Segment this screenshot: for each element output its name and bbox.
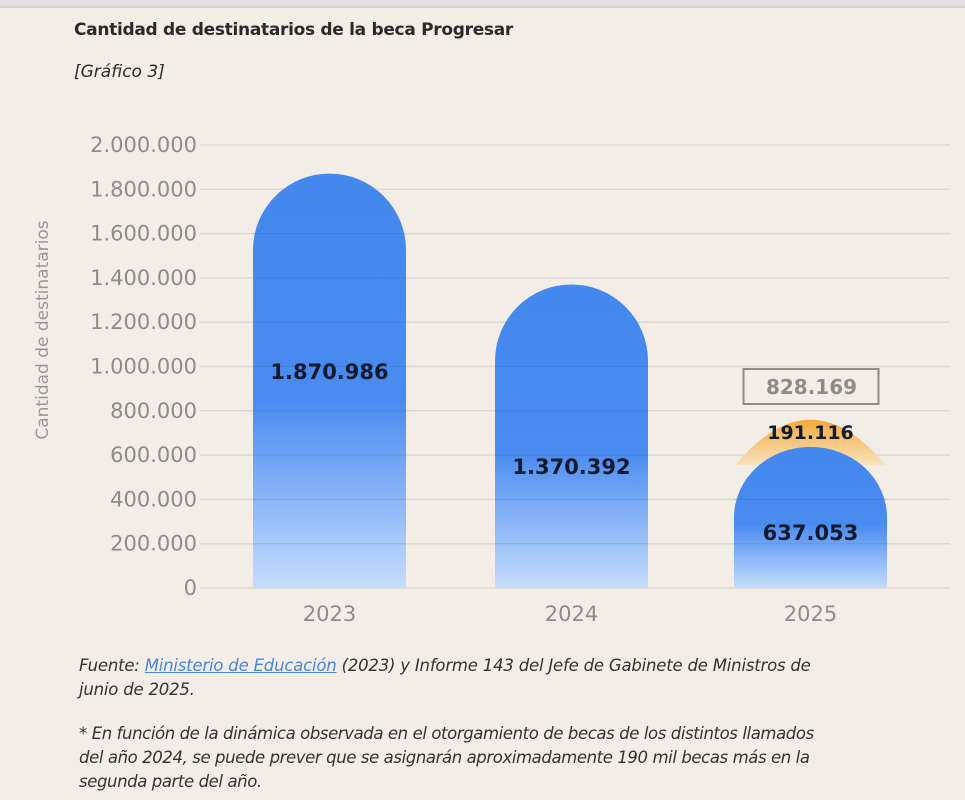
- y-axis-ticks: 0 200.000 400.000 600.000 800.000 1.000.000 1.…: [90, 133, 197, 600]
- y-tick-label: 1.800.000: [90, 177, 197, 201]
- x-tick-label: 2023: [303, 602, 356, 626]
- gridlines-overlay: [253, 233, 887, 545]
- x-tick-label: 2025: [784, 602, 837, 626]
- y-tick-label: 1.000.000: [90, 355, 197, 379]
- browser-top-strip: [0, 0, 965, 8]
- y-tick-label: 1.200.000: [90, 310, 197, 334]
- y-tick-label: 2.000.000: [90, 133, 197, 157]
- x-tick-label: 2024: [545, 602, 598, 626]
- bar-2025: [734, 446, 887, 588]
- source-link-ministerio[interactable]: Ministerio de Educación: [144, 656, 337, 675]
- footnote: * En función de la dinámica observada en…: [79, 724, 814, 791]
- y-tick-label: 400.000: [110, 487, 197, 511]
- chart-subtitle: [Gráfico 3]: [74, 62, 165, 82]
- y-axis-label: Cantidad de destinatarios: [33, 220, 53, 439]
- total-annotation-label: 828.169: [766, 375, 857, 399]
- source-suffix: (2023) y Informe 143 del Jefe de Gabinet…: [79, 656, 811, 699]
- bar-value-label: 1.870.986: [270, 360, 388, 384]
- y-tick-label: 1.400.000: [90, 266, 197, 290]
- bars: [253, 173, 887, 589]
- bar-value-label: 637.053: [763, 521, 859, 545]
- x-axis-ticks: 2023 2024 2025: [303, 602, 837, 626]
- bar-value-label: 1.370.392: [512, 455, 630, 479]
- total-annotation-box: [742, 368, 880, 405]
- y-tick-label: 600.000: [110, 443, 197, 467]
- y-tick-label: 0: [184, 576, 197, 600]
- bar-2025-projection: [735, 419, 886, 465]
- source-prefix: Fuente:: [79, 656, 145, 675]
- chart-title: Cantidad de destinatarios de la beca Pro…: [74, 20, 513, 40]
- projection-value-label: 191.116: [767, 422, 854, 444]
- bar-chart: 0 200.000 400.000 600.000 800.000 1.000.000 1.…: [33, 133, 950, 626]
- bar-labels: 1.870.986 1.370.392 637.053 191.116 828.169: [270, 360, 880, 545]
- y-tick-label: 200.000: [110, 532, 197, 556]
- y-tick-label: 1.600.000: [90, 222, 197, 246]
- y-tick-label: 800.000: [110, 399, 197, 423]
- bar-2023: [253, 173, 406, 589]
- source-note: Fuente: Ministerio de Educación (2023) y…: [79, 654, 839, 702]
- bar-2024: [495, 284, 648, 588]
